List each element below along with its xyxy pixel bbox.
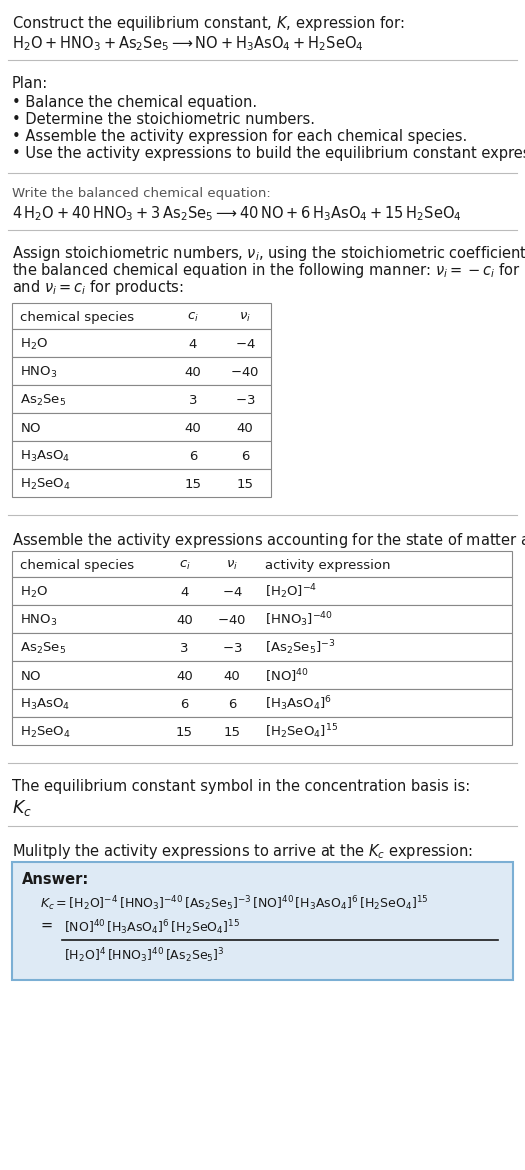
Text: 40: 40 [224, 669, 240, 682]
Text: the balanced chemical equation in the following manner: $\nu_i = -c_i$ for react: the balanced chemical equation in the fo… [12, 261, 525, 280]
Text: • Balance the chemical equation.: • Balance the chemical equation. [12, 95, 257, 110]
Text: $[\mathrm{H_2SeO_4}]^{15}$: $[\mathrm{H_2SeO_4}]^{15}$ [265, 723, 338, 742]
Bar [12, 329, 271, 357]
Text: $\mathrm{H_2O}$: $\mathrm{H_2O}$ [20, 585, 48, 599]
Text: Construct the equilibrium constant, $K$, expression for:: Construct the equilibrium constant, $K$,… [12, 14, 405, 33]
Text: Write the balanced chemical equation:: Write the balanced chemical equation: [12, 187, 271, 200]
Text: Assemble the activity expressions accounting for the state of matter and $\nu_i$: Assemble the activity expressions accoun… [12, 531, 525, 550]
Bar [12, 441, 271, 469]
Text: $\mathrm{H_3AsO_4}$: $\mathrm{H_3AsO_4}$ [20, 448, 70, 463]
Text: $\mathrm{H_3AsO_4}$: $\mathrm{H_3AsO_4}$ [20, 696, 70, 711]
Text: $\mathrm{H_2O + HNO_3 + As_2Se_5 \longrightarrow NO + H_3AsO_4 + H_2SeO_4}$: $\mathrm{H_2O + HNO_3 + As_2Se_5 \longri… [12, 34, 364, 53]
Text: 6: 6 [189, 449, 197, 462]
Text: 40: 40 [185, 365, 202, 379]
Text: =: = [40, 918, 52, 932]
Text: 6: 6 [180, 697, 188, 710]
Text: chemical species: chemical species [20, 558, 134, 571]
Bar [12, 577, 512, 605]
Text: $-40$: $-40$ [230, 365, 259, 379]
Text: 40: 40 [237, 421, 254, 434]
Text: $\mathrm{H_2O}$: $\mathrm{H_2O}$ [20, 337, 48, 351]
Text: Mulitply the activity expressions to arrive at the $K_c$ expression:: Mulitply the activity expressions to arr… [12, 842, 473, 861]
Bar [12, 717, 512, 745]
Text: activity expression: activity expression [265, 558, 391, 571]
Text: $-4$: $-4$ [222, 585, 243, 599]
Text: $c_i$: $c_i$ [178, 558, 191, 572]
Text: 40: 40 [176, 613, 193, 626]
Text: $[\mathrm{HNO_3}]^{-40}$: $[\mathrm{HNO_3}]^{-40}$ [265, 611, 333, 629]
Text: 3: 3 [180, 641, 189, 654]
Text: $-40$: $-40$ [217, 613, 247, 626]
Text: 40: 40 [176, 669, 193, 682]
Text: $[\mathrm{NO}]^{40}\,[\mathrm{H_3AsO_4}]^{6}\,[\mathrm{H_2SeO_4}]^{15}$: $[\mathrm{NO}]^{40}\,[\mathrm{H_3AsO_4}]… [64, 918, 240, 937]
Text: $[\mathrm{H_2O}]^{-4}$: $[\mathrm{H_2O}]^{-4}$ [265, 583, 317, 601]
Text: $\nu_i$: $\nu_i$ [226, 558, 238, 572]
Text: $-3$: $-3$ [235, 393, 255, 406]
FancyBboxPatch shape [12, 862, 513, 980]
Text: $\mathrm{NO}$: $\mathrm{NO}$ [20, 421, 41, 434]
Text: $[\mathrm{NO}]^{40}$: $[\mathrm{NO}]^{40}$ [265, 667, 309, 684]
Text: $4\,\mathrm{H_2O} + 40\,\mathrm{HNO_3} + 3\,\mathrm{As_2Se_5} \longrightarrow 40: $4\,\mathrm{H_2O} + 40\,\mathrm{HNO_3} +… [12, 204, 461, 222]
Text: $[\mathrm{H_2O}]^{4}\,[\mathrm{HNO_3}]^{40}\,[\mathrm{As_2Se_5}]^{3}$: $[\mathrm{H_2O}]^{4}\,[\mathrm{HNO_3}]^{… [64, 947, 225, 965]
Text: • Determine the stoichiometric numbers.: • Determine the stoichiometric numbers. [12, 112, 315, 128]
Text: $[\mathrm{H_3AsO_4}]^{6}$: $[\mathrm{H_3AsO_4}]^{6}$ [265, 695, 332, 714]
Text: 3: 3 [189, 393, 197, 406]
Text: chemical species: chemical species [20, 310, 134, 323]
Bar [12, 385, 271, 413]
Text: $\nu_i$: $\nu_i$ [239, 310, 251, 324]
Text: • Use the activity expressions to build the equilibrium constant expression.: • Use the activity expressions to build … [12, 146, 525, 161]
Text: • Assemble the activity expression for each chemical species.: • Assemble the activity expression for e… [12, 129, 467, 144]
Text: 6: 6 [241, 449, 249, 462]
Text: $\mathrm{H_2SeO_4}$: $\mathrm{H_2SeO_4}$ [20, 476, 71, 491]
Text: $\mathrm{HNO_3}$: $\mathrm{HNO_3}$ [20, 364, 58, 379]
Text: $\mathrm{HNO_3}$: $\mathrm{HNO_3}$ [20, 612, 58, 627]
Text: and $\nu_i = c_i$ for products:: and $\nu_i = c_i$ for products: [12, 278, 184, 297]
Text: Answer:: Answer: [22, 872, 89, 887]
Bar [12, 661, 512, 689]
Text: 15: 15 [184, 477, 202, 490]
Text: 4: 4 [180, 585, 188, 599]
Text: 4: 4 [189, 337, 197, 351]
Text: 15: 15 [176, 725, 193, 738]
Text: $\mathrm{NO}$: $\mathrm{NO}$ [20, 669, 41, 682]
Bar [12, 633, 512, 661]
Bar [12, 413, 271, 441]
Bar [12, 689, 512, 717]
Text: 15: 15 [236, 477, 254, 490]
Text: 40: 40 [185, 421, 202, 434]
Text: $[\mathrm{As_2Se_5}]^{-3}$: $[\mathrm{As_2Se_5}]^{-3}$ [265, 639, 335, 658]
Bar [12, 469, 271, 497]
Text: $c_i$: $c_i$ [187, 310, 199, 324]
Bar [12, 551, 512, 577]
Text: 15: 15 [224, 725, 240, 738]
Text: $-3$: $-3$ [222, 641, 242, 654]
Text: $K_c$: $K_c$ [12, 798, 32, 818]
Text: $-4$: $-4$ [235, 337, 255, 351]
Text: Plan:: Plan: [12, 76, 48, 91]
Text: Assign stoichiometric numbers, $\nu_i$, using the stoichiometric coefficients, $: Assign stoichiometric numbers, $\nu_i$, … [12, 245, 525, 263]
Bar [12, 357, 271, 385]
Bar [12, 303, 271, 329]
Text: $K_c = [\mathrm{H_2O}]^{-4}\,[\mathrm{HNO_3}]^{-40}\,[\mathrm{As_2Se_5}]^{-3}\,[: $K_c = [\mathrm{H_2O}]^{-4}\,[\mathrm{HN… [40, 894, 428, 913]
Text: $\mathrm{As_2Se_5}$: $\mathrm{As_2Se_5}$ [20, 640, 66, 655]
Text: $\mathrm{As_2Se_5}$: $\mathrm{As_2Se_5}$ [20, 392, 66, 407]
Text: $\mathrm{H_2SeO_4}$: $\mathrm{H_2SeO_4}$ [20, 724, 71, 739]
Text: The equilibrium constant symbol in the concentration basis is:: The equilibrium constant symbol in the c… [12, 779, 470, 794]
Text: 6: 6 [228, 697, 236, 710]
Bar [12, 605, 512, 633]
